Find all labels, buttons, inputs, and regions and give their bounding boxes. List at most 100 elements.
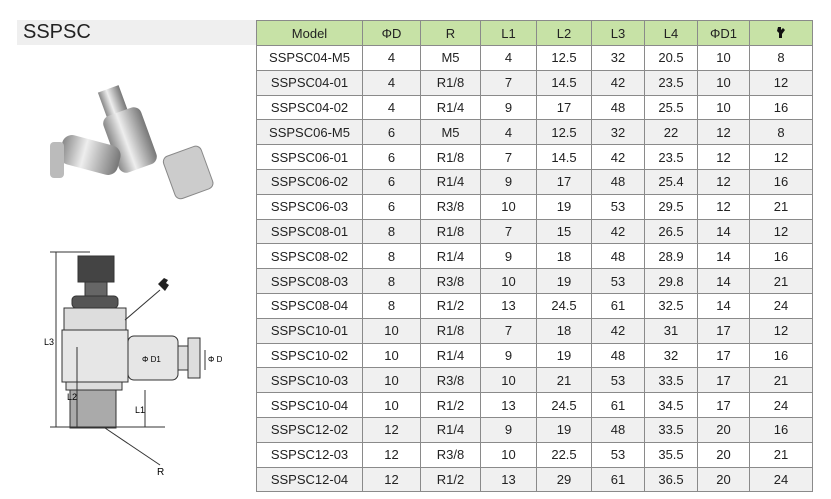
table-cell: 24 <box>749 466 813 493</box>
table-cell: SSPSC08-01 <box>256 218 363 245</box>
table-cell: 4 <box>362 69 421 96</box>
table-cell: R1/8 <box>420 218 481 245</box>
table-cell: R1/8 <box>420 69 481 96</box>
table-cell: 4 <box>480 119 537 146</box>
table-cell: 18 <box>536 243 592 270</box>
label-l1: L1 <box>135 405 145 415</box>
table-cell: SSPSC08-02 <box>256 243 363 270</box>
table-cell: 10 <box>362 367 421 394</box>
table-cell: 29 <box>536 466 592 493</box>
label-l2: L2 <box>67 392 77 402</box>
table-cell: 14.5 <box>536 144 592 170</box>
table-cell: 48 <box>591 416 645 443</box>
table-cell: 34.5 <box>644 392 698 418</box>
table-cell: 16 <box>749 168 813 195</box>
column-header: L3 <box>591 20 645 46</box>
table-cell: 12 <box>697 193 750 220</box>
table-cell: 7 <box>480 317 537 344</box>
table-cell: 14 <box>697 218 750 245</box>
table-cell: 19 <box>536 342 592 369</box>
spec-table: Model ΦD R L1 L2 L3 L4 ΦD1 SSPSC04-M5 4 M5 4 12.5 32… <box>256 20 813 493</box>
table-cell: 12.5 <box>536 119 592 146</box>
product-title: SSPSC <box>17 20 257 45</box>
table-cell: SSPSC10-04 <box>256 392 363 418</box>
table-cell: 17 <box>697 367 750 394</box>
table-cell: 12 <box>697 144 750 170</box>
table-row: SSPSC08-04 8 R1/2 13 24.5 61 32.5 14 24 <box>256 292 813 319</box>
table-cell: 29.8 <box>644 268 698 294</box>
table-row: SSPSC06-02 6 R1/4 9 17 48 25.4 12 16 <box>256 168 813 195</box>
table-cell: 61 <box>591 292 645 319</box>
table-cell: 24.5 <box>536 392 592 418</box>
table-cell: 24.5 <box>536 292 592 319</box>
table-cell: 10 <box>697 94 750 121</box>
column-header: Model <box>256 20 363 46</box>
table-cell: 32 <box>591 45 645 71</box>
table-cell: 20.5 <box>644 45 698 71</box>
table-cell: 14 <box>697 292 750 319</box>
table-cell: 32 <box>591 119 645 146</box>
table-cell: 22.5 <box>536 441 592 468</box>
table-cell: 42 <box>591 69 645 96</box>
table-cell: R3/8 <box>420 441 481 468</box>
table-cell: 36.5 <box>644 466 698 493</box>
dimension-drawing: L3 L2 L1 R Φ D1 Φ D <box>44 251 223 478</box>
table-cell: R1/2 <box>420 292 481 319</box>
table-cell: SSPSC12-02 <box>256 416 363 443</box>
table-cell: 42 <box>591 317 645 344</box>
table-row: SSPSC08-03 8 R3/8 10 19 53 29.8 14 21 <box>256 268 813 294</box>
column-header: ΦD1 <box>697 20 750 46</box>
table-cell: 23.5 <box>644 144 698 170</box>
table-cell: 10 <box>480 193 537 220</box>
table-cell: 21 <box>749 367 813 394</box>
table-cell: SSPSC10-02 <box>256 342 363 369</box>
table-cell: 19 <box>536 268 592 294</box>
table-cell: 4 <box>362 94 421 121</box>
table-cell: R1/4 <box>420 94 481 121</box>
table-cell: R1/4 <box>420 416 481 443</box>
table-cell: 6 <box>362 144 421 170</box>
table-cell: 14 <box>697 243 750 270</box>
table-row: SSPSC04-01 4 R1/8 7 14.5 42 23.5 10 12 <box>256 69 813 96</box>
product-photo <box>50 85 214 200</box>
table-cell: 4 <box>362 45 421 71</box>
table-cell: 7 <box>480 218 537 245</box>
table-cell: R1/8 <box>420 144 481 170</box>
table-cell: SSPSC04-01 <box>256 69 363 96</box>
table-row: SSPSC08-02 8 R1/4 9 18 48 28.9 14 16 <box>256 243 813 270</box>
column-header: R <box>420 20 481 46</box>
table-cell: R1/4 <box>420 168 481 195</box>
table-cell: M5 <box>420 119 481 146</box>
table-cell: R1/2 <box>420 466 481 493</box>
table-cell: 16 <box>749 243 813 270</box>
table-cell: 8 <box>749 45 813 71</box>
table-cell: 6 <box>362 119 421 146</box>
table-cell: 16 <box>749 94 813 121</box>
table-cell: R3/8 <box>420 193 481 220</box>
table-cell: 8 <box>362 268 421 294</box>
table-cell: 10 <box>697 45 750 71</box>
table-cell: 9 <box>480 342 537 369</box>
table-cell: 12 <box>749 317 813 344</box>
column-header: L1 <box>480 20 537 46</box>
table-cell: 10 <box>480 367 537 394</box>
table-cell: 19 <box>536 416 592 443</box>
table-cell: 33.5 <box>644 416 698 443</box>
table-cell: R1/8 <box>420 317 481 344</box>
table-cell: 10 <box>480 268 537 294</box>
table-cell: 6 <box>362 168 421 195</box>
table-cell: 42 <box>591 218 645 245</box>
table-row: SSPSC06-01 6 R1/8 7 14.5 42 23.5 12 12 <box>256 144 813 170</box>
table-cell: 32 <box>644 342 698 369</box>
table-cell: 10 <box>697 69 750 96</box>
table-cell: 19 <box>536 193 592 220</box>
table-row: SSPSC12-04 12 R1/2 13 29 61 36.5 20 24 <box>256 466 813 493</box>
table-cell: 25.4 <box>644 168 698 195</box>
wrench-icon <box>777 26 785 38</box>
table-cell: 7 <box>480 144 537 170</box>
table-cell: 22 <box>644 119 698 146</box>
table-cell: 8 <box>362 243 421 270</box>
table-cell: 10 <box>362 392 421 418</box>
table-cell: R1/2 <box>420 392 481 418</box>
table-cell: 17 <box>697 317 750 344</box>
